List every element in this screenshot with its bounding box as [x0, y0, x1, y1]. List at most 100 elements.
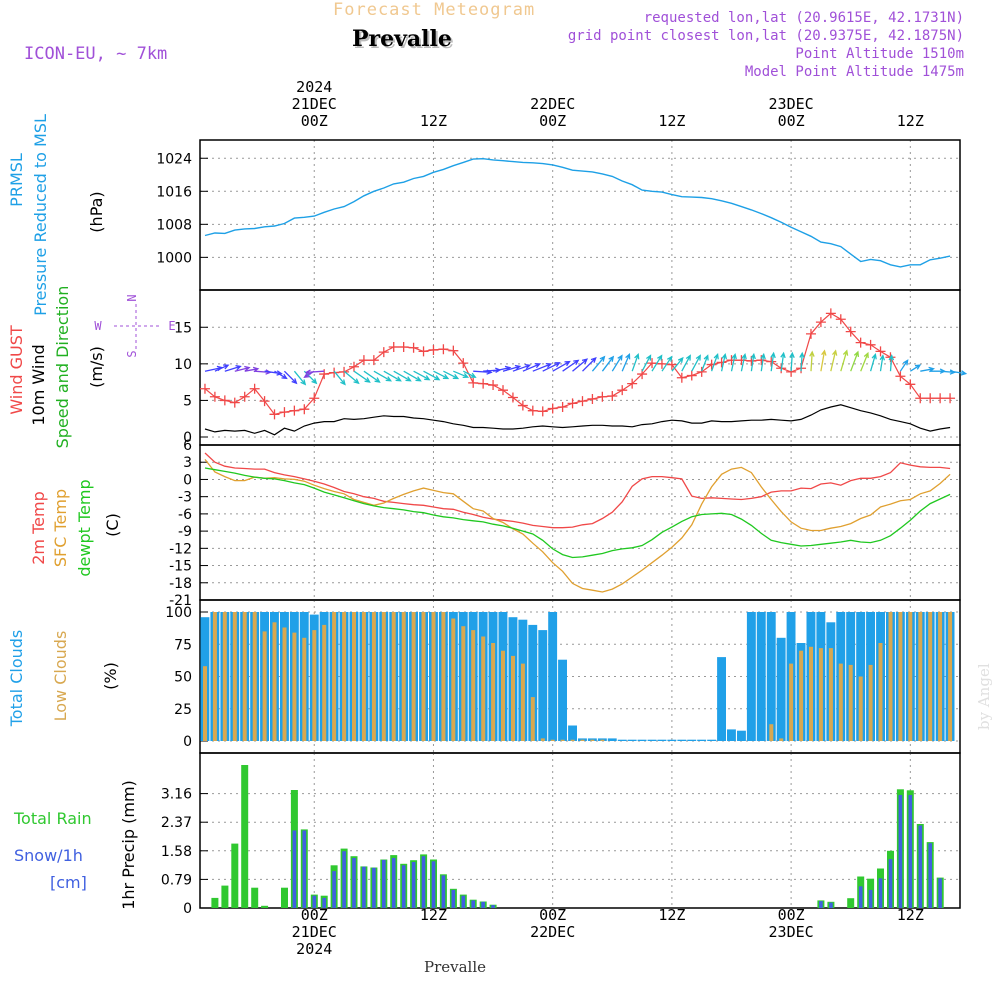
- time-tick-label-top: 12Z: [420, 112, 447, 130]
- low-clouds-bar: [501, 650, 505, 741]
- wind-direction-arrow: [860, 351, 869, 372]
- wind-gust-marker: [855, 337, 866, 348]
- y-tick-label: 1024: [156, 151, 192, 167]
- y-tick-label: 0.79: [161, 872, 192, 888]
- low-clouds-bar: [401, 612, 406, 741]
- y-tick-label: 1008: [156, 217, 192, 233]
- station-name: Prevalle: [352, 26, 452, 52]
- wind-direction-arrow: [502, 364, 522, 372]
- total-clouds-bar: [617, 739, 627, 741]
- total-clouds-bar: [677, 739, 687, 741]
- wind-gust-marker: [557, 402, 568, 413]
- time-tick-label-bottom: 12Z: [897, 906, 924, 924]
- wind-direction-arrow: [770, 351, 776, 372]
- requested-coords: requested lon,lat (20.9615E, 42.1731N): [643, 10, 964, 26]
- time-tick-label-bottom: 22DEC: [530, 923, 575, 941]
- low-clouds-bar: [322, 624, 327, 741]
- snow-bar: [352, 858, 356, 908]
- temp-sfc-line: [204, 458, 951, 593]
- legend-snow-unit: [cm]: [50, 873, 87, 892]
- wind-direction-arrow: [681, 354, 691, 372]
- low-clouds-bar: [769, 724, 774, 741]
- total-clouds-bar: [637, 739, 647, 741]
- low-clouds-bar: [461, 626, 466, 741]
- low-clouds-bar: [371, 612, 376, 741]
- wind-direction-arrow: [850, 350, 860, 372]
- total-clouds-bar: [667, 739, 677, 741]
- low-clouds-bar: [471, 630, 476, 741]
- wind-gust-marker: [597, 391, 608, 402]
- wind-direction-arrow: [611, 354, 623, 372]
- wind-direction-arrow: [730, 352, 737, 372]
- y-tick-label: 1016: [156, 184, 192, 200]
- axis-label-2m-temp: 2m Temp: [29, 491, 48, 565]
- wind-direction-arrow: [720, 352, 728, 372]
- low-clouds-bar: [600, 739, 605, 741]
- snow-bar: [292, 830, 297, 908]
- low-clouds-bar: [421, 612, 426, 741]
- low-clouds-bar: [560, 739, 565, 741]
- wind-gust-marker: [299, 404, 310, 415]
- axis-unit-pressure: (hPa): [87, 191, 106, 232]
- time-tick-label-bottom: 23DEC: [769, 923, 814, 941]
- wind-direction-arrow: [780, 351, 786, 372]
- total-clouds-bar: [687, 739, 697, 741]
- wind-direction-arrow: [333, 370, 346, 386]
- snow-bar: [411, 862, 416, 908]
- snow-bar: [451, 889, 456, 908]
- axis-label-speed-direction: Speed and Direction: [53, 286, 72, 449]
- temp-2m-line: [204, 452, 951, 529]
- wind-gust-marker: [448, 345, 459, 356]
- wind-gust-marker: [726, 355, 737, 366]
- wind-direction-arrow: [701, 354, 709, 372]
- wind-direction-arrow: [888, 354, 895, 372]
- wind-gust-marker: [617, 385, 628, 396]
- snow-bar: [401, 865, 406, 908]
- low-clouds-bar: [391, 612, 396, 741]
- y-tick-label: 10: [174, 357, 192, 373]
- y-tick-label: 3: [183, 455, 192, 471]
- wind-direction-arrow: [214, 364, 230, 372]
- wind-direction-arrow: [363, 370, 381, 383]
- low-clouds-bar: [948, 612, 953, 741]
- snow-bar: [908, 795, 913, 908]
- time-tick-label-bottom: 2024: [296, 940, 332, 958]
- wind-gust-marker: [925, 393, 936, 404]
- wind-gust-marker: [408, 342, 419, 353]
- wind-gust-marker: [438, 344, 449, 355]
- snow-bar: [461, 895, 466, 908]
- snow-bar: [878, 878, 883, 908]
- low-clouds-bar: [928, 612, 933, 741]
- low-clouds-bar: [431, 612, 436, 741]
- wind-gust-line: [204, 312, 951, 415]
- snow-bar: [391, 858, 396, 908]
- wind-gust-marker: [319, 369, 330, 380]
- compass-cross-icon: [114, 304, 160, 352]
- low-clouds-bar: [570, 739, 575, 741]
- low-clouds-bar: [520, 663, 525, 741]
- wind-gust-marker: [627, 378, 638, 389]
- wind-direction-arrow: [552, 360, 571, 372]
- total-clouds-bar: [548, 612, 558, 741]
- model-point-altitude: Model Point Altitude 1475m: [744, 64, 964, 80]
- total-clouds-bar: [627, 739, 637, 741]
- wind-direction-arrow: [740, 352, 747, 372]
- panel-frame: [199, 444, 961, 601]
- wind-gust-marker: [666, 359, 677, 370]
- low-clouds-bar: [779, 738, 784, 741]
- time-tick-label-bottom: 12Z: [658, 906, 685, 924]
- wind-gust-marker: [517, 400, 528, 411]
- wind-gust-marker: [895, 371, 906, 382]
- low-clouds-bar: [908, 612, 913, 741]
- wind-gust-marker: [398, 342, 409, 353]
- wind-gust-marker: [766, 356, 777, 367]
- wind-gust-marker: [607, 391, 618, 402]
- wind-direction-arrow: [950, 370, 968, 376]
- wind-direction-arrow: [691, 354, 701, 372]
- wind-gust-marker: [905, 379, 916, 390]
- low-clouds-bar: [491, 643, 496, 741]
- wind-gust-marker: [269, 409, 280, 420]
- snow-bar: [362, 866, 366, 908]
- wind-direction-arrow: [542, 362, 561, 372]
